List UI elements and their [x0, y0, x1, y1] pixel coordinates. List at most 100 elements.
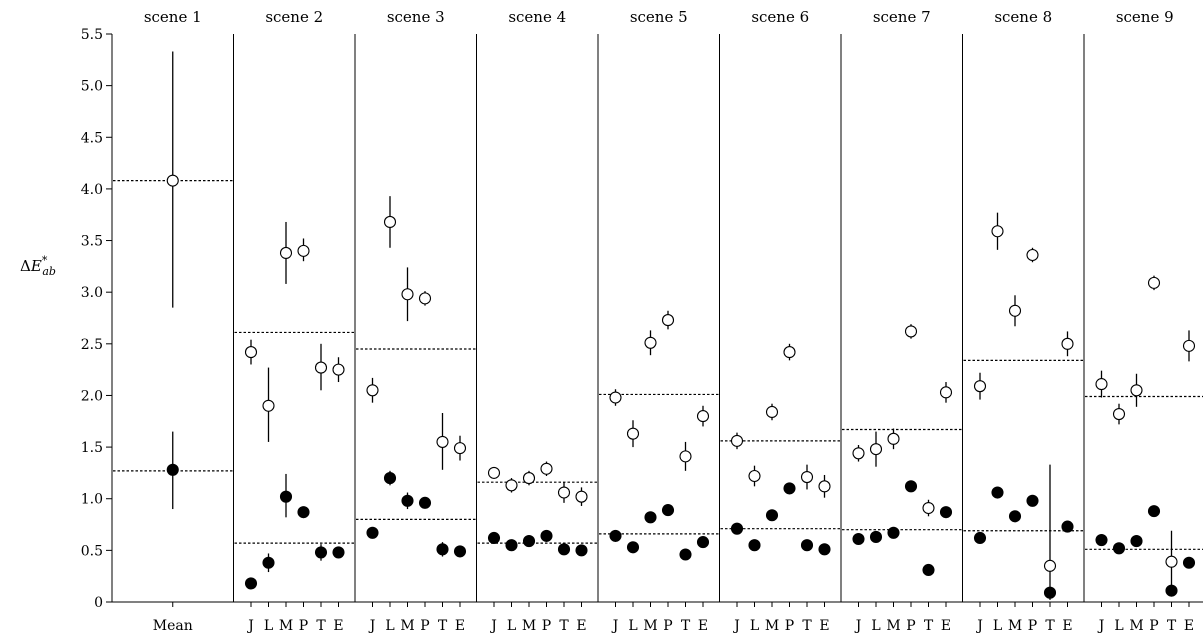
- x-tick-label: M: [400, 618, 414, 634]
- filled-marker: [487, 531, 501, 545]
- x-tick-label: J: [611, 618, 619, 634]
- panel-title: scene 8: [994, 8, 1052, 26]
- filled-marker: [748, 539, 761, 552]
- x-tick-label: M: [765, 618, 779, 634]
- panel-title: scene 5: [630, 8, 688, 26]
- open-marker: [626, 427, 640, 440]
- open-marker: [661, 314, 675, 327]
- open-marker: [166, 174, 179, 187]
- open-marker: [922, 501, 935, 515]
- filled-marker: [696, 536, 710, 549]
- x-tick-label: E: [576, 618, 586, 634]
- y-tick-label: 5.5: [81, 27, 103, 43]
- filled-marker: [609, 529, 622, 542]
- open-marker: [487, 466, 501, 479]
- filled-marker: [661, 504, 675, 517]
- filled-marker: [522, 535, 536, 548]
- filled-marker: [383, 472, 397, 485]
- filled-marker: [244, 577, 258, 590]
- open-marker: [436, 435, 449, 448]
- x-tick-label: M: [643, 618, 657, 634]
- filled-marker: [262, 556, 275, 569]
- panel-scene-6: scene 6 J L M P T E: [720, 8, 842, 634]
- x-tick-label: J: [246, 618, 254, 634]
- open-marker: [1182, 339, 1196, 352]
- y-axis-label-star: *: [42, 254, 48, 267]
- x-tick-label: J: [368, 618, 376, 634]
- x-tick-label: L: [507, 618, 516, 634]
- x-tick-label: T: [316, 618, 326, 634]
- open-marker: [314, 361, 328, 374]
- x-tick-label: L: [871, 618, 880, 634]
- open-marker: [1095, 378, 1108, 391]
- filled-marker: [575, 544, 588, 557]
- open-marker: [939, 386, 953, 399]
- open-marker: [609, 391, 622, 404]
- x-tick-label: T: [559, 618, 569, 634]
- open-marker: [1008, 304, 1022, 317]
- open-marker: [783, 346, 796, 359]
- filled-marker: [557, 543, 571, 556]
- open-marker: [1026, 248, 1039, 262]
- filled-marker: [436, 543, 449, 556]
- filled-marker: [1147, 505, 1161, 518]
- open-marker: [887, 432, 900, 445]
- x-tick-label: E: [333, 618, 343, 634]
- panel-title: scene 9: [1116, 8, 1174, 26]
- panel-title: scene 7: [873, 8, 931, 26]
- y-tick-label: 4.0: [81, 182, 103, 198]
- panel-title: scene 6: [751, 8, 809, 26]
- filled-marker: [418, 496, 432, 509]
- x-tick-label: T: [802, 618, 812, 634]
- filled-marker: [904, 480, 918, 493]
- x-tick-label: E: [1062, 618, 1072, 634]
- filled-marker: [922, 563, 935, 577]
- x-tick-label: L: [750, 618, 759, 634]
- filled-marker: [505, 539, 518, 552]
- filled-marker: [1095, 533, 1108, 547]
- open-marker: [696, 410, 710, 423]
- open-marker: [1061, 337, 1074, 350]
- x-tick-label: M: [522, 618, 536, 634]
- open-marker: [418, 292, 432, 305]
- panel-title: scene 4: [508, 8, 566, 26]
- x-tick-label: J: [854, 618, 862, 634]
- open-marker: [557, 486, 571, 499]
- y-tick-label: 1.0: [81, 492, 103, 508]
- filled-marker: [1026, 494, 1039, 507]
- open-marker: [366, 384, 379, 397]
- open-marker: [973, 380, 987, 393]
- x-tick-label: E: [819, 618, 829, 634]
- open-marker: [297, 244, 310, 257]
- filled-marker: [939, 506, 953, 519]
- open-marker: [453, 442, 467, 455]
- y-tick-label: 0.5: [81, 543, 103, 559]
- y-tick-label: 3.5: [81, 234, 103, 250]
- y-tick-label: 2.5: [81, 337, 103, 353]
- filled-marker: [730, 522, 744, 535]
- open-marker: [852, 447, 865, 460]
- x-tick-label: J: [489, 618, 497, 634]
- open-marker: [904, 325, 918, 338]
- x-tick-label: P: [542, 618, 551, 634]
- open-marker: [679, 450, 692, 463]
- open-marker: [765, 405, 779, 419]
- open-marker: [1043, 559, 1057, 572]
- filled-marker: [1165, 584, 1178, 597]
- panel-scene-4: scene 4 J L M P T E: [477, 8, 599, 634]
- filled-marker: [852, 532, 865, 546]
- filled-marker: [679, 548, 692, 561]
- filled-marker: [297, 506, 310, 519]
- y-axis-label-e: E: [30, 257, 42, 275]
- y-axis-label-sub: ab: [42, 265, 56, 278]
- filled-marker: [887, 526, 900, 539]
- filled-marker: [1008, 510, 1022, 523]
- y-tick-label: 3.0: [81, 285, 103, 301]
- filled-marker: [800, 539, 814, 552]
- open-marker: [1165, 555, 1178, 568]
- x-tick-label: T: [438, 618, 448, 634]
- open-marker: [522, 472, 536, 485]
- open-marker: [262, 399, 275, 412]
- x-tick-label: J: [732, 618, 740, 634]
- x-tick-label: P: [1149, 618, 1158, 634]
